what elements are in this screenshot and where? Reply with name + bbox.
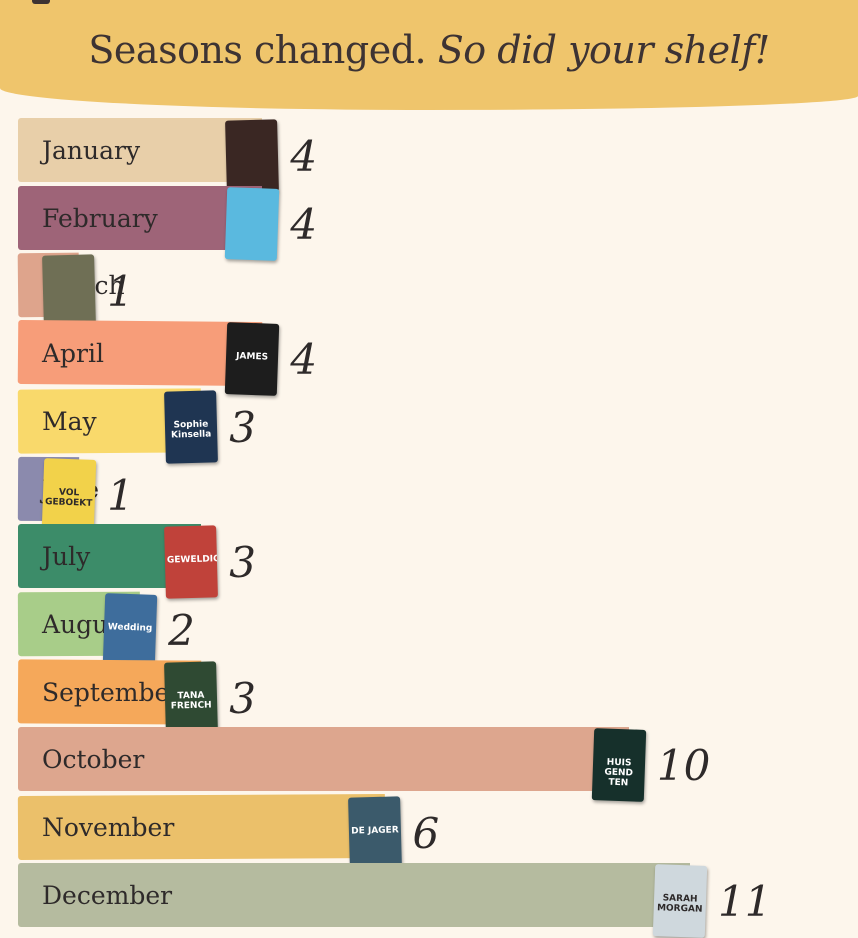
month-label-april: April (42, 339, 104, 369)
value-label-july: 3 (229, 538, 256, 588)
book-cover-february (225, 186, 280, 261)
bar-october (18, 727, 629, 792)
value-label-november: 6 (412, 809, 440, 858)
value-label-september: 3 (229, 673, 256, 723)
book-cover-november: DE JAGER (347, 796, 402, 870)
month-label-october: October (42, 745, 145, 775)
title-emphasis: So did your shelf! (437, 28, 770, 72)
book-cover-august: Wedding (102, 593, 158, 667)
value-label-february: 4 (290, 199, 318, 249)
header-decoration (32, 0, 50, 4)
header-banner: Seasons changed. So did your shelf! (0, 0, 858, 110)
book-cover-june: VOL GEBOEKT (41, 457, 97, 532)
book-cover-april: JAMES (225, 322, 280, 396)
month-label-may: May (42, 406, 97, 436)
book-cover-december: SARAH MORGAN (652, 863, 708, 938)
title-plain: Seasons changed. (88, 28, 427, 72)
book-cover-october: HUIS GEND TEN (591, 728, 647, 803)
month-label-december: December (42, 880, 173, 910)
book-cover-title: TANA FRENCH (170, 690, 213, 711)
month-label-september: September (42, 677, 182, 707)
value-label-january: 4 (290, 132, 318, 181)
month-label-july: July (42, 542, 91, 572)
bar-december (18, 862, 690, 927)
value-label-may: 3 (229, 402, 256, 452)
month-label-january: January (42, 136, 141, 165)
value-label-june: 1 (107, 470, 134, 520)
book-cover-title: HUIS GEND TEN (604, 757, 634, 789)
page-title: Seasons changed. So did your shelf! (0, 28, 858, 72)
book-cover-title: DE JAGER (350, 825, 399, 837)
value-label-march: 1 (107, 267, 134, 317)
bar-january (18, 118, 263, 182)
value-label-april: 4 (290, 335, 318, 385)
book-cover-title: Sophie Kinsella (171, 419, 212, 441)
month-label-february: February (42, 203, 158, 233)
book-cover-title: VOL GEBOEKT (44, 486, 93, 509)
value-label-december: 11 (718, 876, 772, 926)
book-cover-title: Wedding (107, 621, 153, 634)
book-cover-may: Sophie Kinsella (164, 390, 219, 464)
book-cover-january (225, 119, 280, 193)
book-cover-title: JAMES (236, 351, 269, 363)
book-cover-title: GEWELDIG (167, 554, 219, 566)
book-cover-march (42, 254, 97, 329)
value-label-october: 10 (656, 741, 711, 791)
book-cover-september: TANA FRENCH (164, 660, 219, 735)
value-label-august: 2 (168, 605, 195, 655)
book-cover-july: GEWELDIG (164, 525, 219, 599)
month-label-november: November (42, 813, 175, 842)
book-cover-title: SARAH MORGAN (656, 892, 703, 915)
bar-february (18, 185, 263, 250)
